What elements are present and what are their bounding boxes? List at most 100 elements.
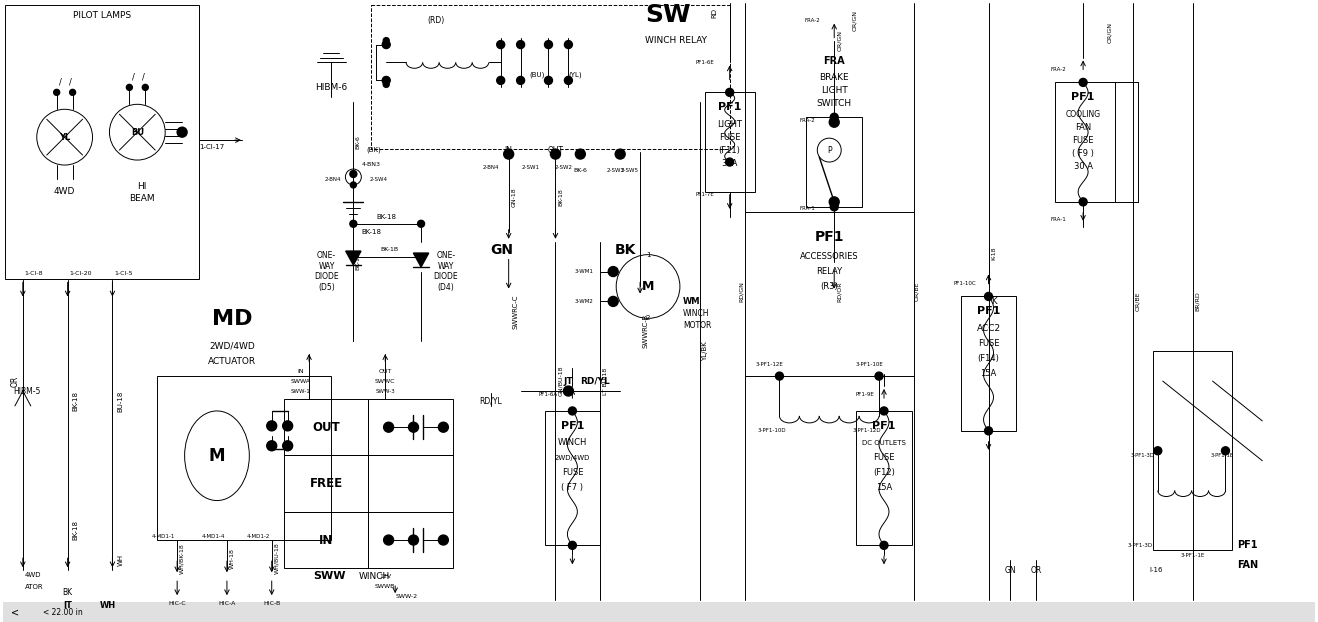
Text: BK-18: BK-18 [72,521,79,541]
Text: BK: BK [62,588,72,596]
Text: WH-18: WH-18 [229,548,235,569]
Text: (R3): (R3) [820,282,838,291]
Text: (BU): (BU) [530,71,546,78]
Text: PF1: PF1 [873,421,896,431]
Text: 1: 1 [646,252,650,258]
Circle shape [1079,78,1087,86]
Circle shape [726,88,734,96]
Circle shape [564,40,572,49]
Text: HIC-B: HIC-B [264,601,281,606]
Text: OUT: OUT [378,369,391,374]
Text: PF1-7E: PF1-7E [696,192,714,197]
Text: OR/GN: OR/GN [851,10,857,31]
Circle shape [384,422,394,432]
Text: 1-CI-5: 1-CI-5 [115,271,133,276]
Text: 2-SW5: 2-SW5 [621,167,639,172]
Circle shape [503,149,514,159]
Text: PF1-6E: PF1-6E [696,60,714,65]
Text: BK-1B: BK-1B [380,247,398,252]
Text: 2WD/4WD: 2WD/4WD [555,455,590,461]
Text: GN-18: GN-18 [511,187,517,207]
Text: K: K [991,297,996,306]
Text: K-18: K-18 [991,247,996,261]
Circle shape [384,81,389,87]
Text: COOLING: COOLING [1065,109,1101,119]
Text: 4-MD1-2: 4-MD1-2 [246,534,270,539]
Text: 4WD: 4WD [54,187,75,197]
Text: PF1: PF1 [815,230,844,244]
Text: HI: HI [137,182,148,192]
Text: FUSE: FUSE [718,132,741,142]
Text: /: / [132,73,134,82]
Text: FUSE: FUSE [874,453,895,462]
Text: OUT: OUT [312,420,340,434]
Text: MD: MD [212,309,252,329]
Circle shape [985,427,992,435]
Text: FRA-1: FRA-1 [1050,217,1066,222]
Text: M: M [208,447,225,465]
Text: FRA-2: FRA-2 [804,18,820,23]
Text: GN: GN [490,243,514,257]
Text: BK-18: BK-18 [72,391,79,411]
Text: RD/GN: RD/GN [739,281,745,302]
Text: LIGHT: LIGHT [821,86,847,95]
Text: LIGHT: LIGHT [717,119,742,129]
Text: 2-SW1: 2-SW1 [522,165,539,170]
Text: 15A: 15A [876,483,892,492]
Text: BR/RD: BR/RD [1195,292,1201,311]
Polygon shape [345,251,361,265]
Text: 1-CI-17: 1-CI-17 [199,144,224,150]
Text: SW: SW [645,2,691,27]
Text: 3-WM2: 3-WM2 [575,299,593,304]
Text: WH: WH [99,601,116,610]
Text: FUSE: FUSE [561,468,583,477]
Text: WINCH: WINCH [558,439,587,447]
Circle shape [349,220,357,227]
Text: 1-CI-20: 1-CI-20 [70,271,92,276]
Text: /: / [142,73,145,82]
Text: IT: IT [63,601,72,610]
Text: SWW-3: SWW-3 [376,389,395,394]
Text: BK-6: BK-6 [356,135,361,149]
Text: HIBM-6: HIBM-6 [315,83,348,92]
Text: 2WD/4WD: 2WD/4WD [210,341,254,351]
Bar [368,455,453,512]
Text: 2-SW2: 2-SW2 [555,165,572,170]
Text: < 22.00 in: < 22.00 in [42,608,83,616]
Text: PF1: PF1 [1238,541,1257,550]
Text: SWW-1: SWW-1 [291,389,311,394]
Text: WINCH RELAY: WINCH RELAY [645,36,706,45]
Text: I-16: I-16 [1149,567,1162,573]
Text: ( F7 ): ( F7 ) [561,483,584,492]
Text: OUT: OUT [547,146,564,155]
Text: 4-BN3: 4-BN3 [361,162,381,167]
Text: PF1-10C: PF1-10C [953,281,975,286]
Text: 3-PF1-12E: 3-PF1-12E [755,361,783,366]
Circle shape [880,541,888,549]
Text: 1-CI-8: 1-CI-8 [25,271,43,276]
Circle shape [568,541,576,549]
Text: SWWRC-C: SWWRC-C [513,294,519,328]
Text: ATOR: ATOR [25,584,43,590]
Text: 30 A: 30 A [1074,162,1093,170]
Text: HIC-A: HIC-A [219,601,236,606]
Text: FAN: FAN [1236,560,1257,570]
Text: 4WD: 4WD [25,572,41,578]
Circle shape [576,149,585,159]
Text: RD/YL: RD/YL [580,376,610,386]
Text: ACCESSORIES: ACCESSORIES [800,252,858,261]
Circle shape [830,203,838,211]
Text: RELAY: RELAY [816,267,842,276]
Text: BU: BU [130,128,144,137]
Bar [372,5,730,149]
Text: WINCH: WINCH [358,572,390,581]
Circle shape [418,220,424,227]
Bar [5,5,199,279]
Text: 2-BN4: 2-BN4 [482,165,500,170]
Text: FUSE: FUSE [978,339,999,348]
Text: BK-18: BK-18 [558,188,563,206]
Circle shape [384,535,394,545]
Text: YL: YL [59,132,70,142]
Text: FREE: FREE [310,477,343,490]
Text: BK-6: BK-6 [573,167,588,172]
